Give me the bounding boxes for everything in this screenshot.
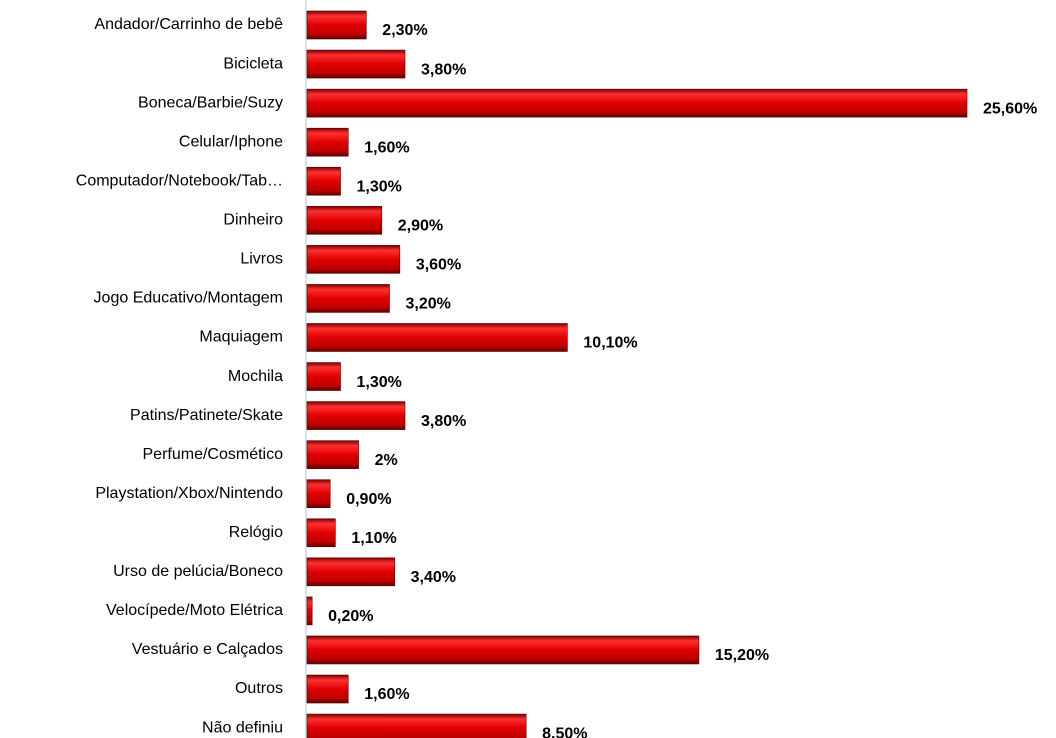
bar [306, 518, 336, 548]
bar [306, 10, 367, 40]
value-label: 8,50% [542, 725, 587, 738]
value-label: 25,60% [983, 100, 1037, 117]
value-label: 3,20% [406, 296, 451, 313]
value-label: 1,60% [364, 139, 409, 156]
bar [306, 49, 406, 79]
value-label: 1,30% [357, 374, 402, 391]
category-label: Relógio [229, 524, 283, 541]
value-label: 1,10% [351, 530, 396, 547]
category-label: Outros [235, 680, 283, 697]
bar [306, 440, 359, 469]
bar [306, 245, 401, 274]
bar [306, 713, 527, 738]
category-label: Não definiu [202, 719, 283, 736]
value-label: 3,40% [411, 569, 456, 586]
category-label: Playstation/Xbox/Nintendo [95, 485, 283, 502]
value-label: 2,90% [398, 218, 443, 235]
bar [306, 635, 700, 665]
category-label: Maquiagem [199, 329, 283, 346]
category-label: Perfume/Cosmético [143, 446, 284, 463]
value-label: 2,30% [382, 22, 427, 39]
category-label: Computador/Notebook/Tab… [76, 172, 283, 189]
category-label: Celular/Iphone [179, 133, 283, 150]
bar [306, 88, 968, 118]
value-label: 15,20% [715, 647, 769, 664]
value-label: 3,60% [416, 257, 461, 274]
category-label: Urso de pelúcia/Boneco [113, 563, 283, 580]
value-label: 3,80% [421, 413, 466, 430]
category-label: Andador/Carrinho de bebê [94, 16, 283, 33]
value-label: 0,90% [346, 491, 391, 508]
category-label: Vestuário e Calçados [132, 641, 283, 658]
category-label: Patins/Patinete/Skate [130, 407, 283, 424]
bar [306, 284, 390, 313]
category-label: Jogo Educativo/Montagem [94, 290, 283, 307]
category-label: Velocípede/Moto Elétrica [106, 602, 283, 619]
value-label: 1,60% [364, 686, 409, 703]
bar [306, 596, 313, 626]
bar [306, 362, 341, 391]
bar [306, 557, 395, 587]
value-label: 0,20% [328, 608, 373, 625]
value-label: 2% [375, 452, 398, 469]
value-label: 3,80% [421, 61, 466, 78]
category-label: Livros [240, 251, 283, 268]
value-label: 1,30% [357, 178, 402, 195]
bar [306, 206, 383, 235]
bar [306, 127, 349, 157]
bar [306, 401, 406, 430]
category-label: Boneca/Barbie/Suzy [138, 94, 283, 111]
category-label: Bicicleta [223, 55, 283, 72]
bar [306, 166, 341, 196]
value-label: 10,10% [583, 335, 637, 352]
bar [306, 323, 568, 352]
bar [306, 479, 331, 509]
category-label: Mochila [228, 368, 283, 385]
category-label: Dinheiro [223, 212, 283, 229]
bar [306, 674, 349, 704]
